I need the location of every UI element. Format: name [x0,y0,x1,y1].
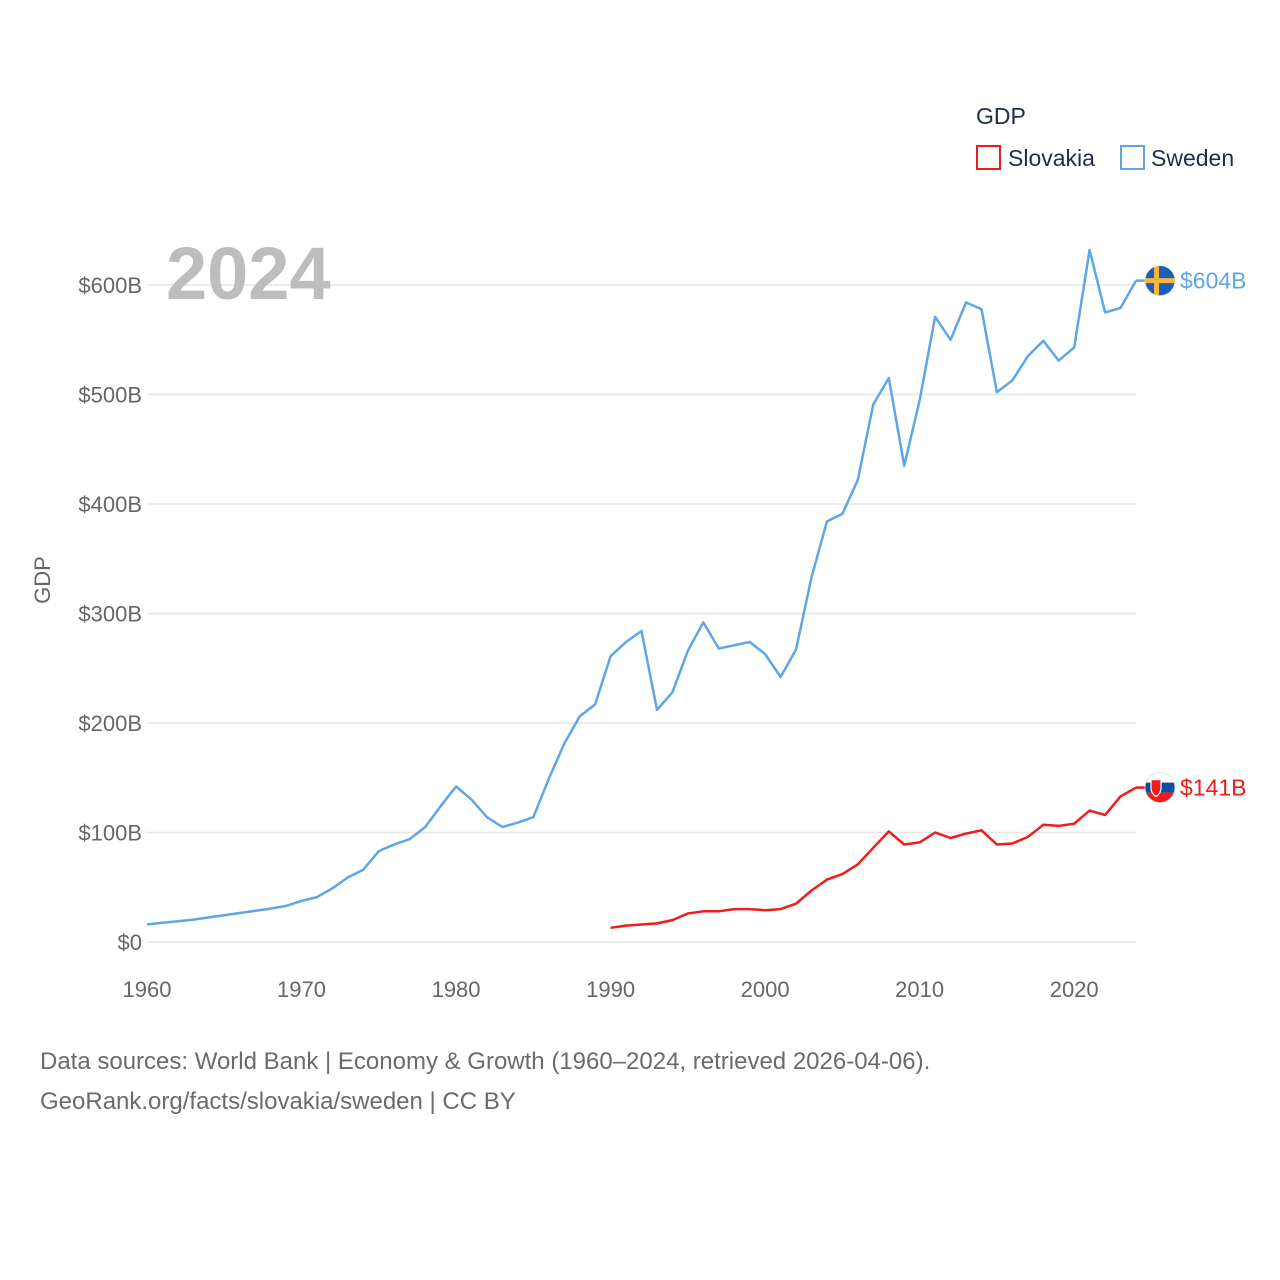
y-axis-title: GDP [30,556,55,604]
end-value-label-slovakia: $141B [1180,775,1247,801]
x-tick-label: 1960 [123,977,172,1002]
y-tick-label: $400B [78,492,142,517]
series-lines [146,248,1145,930]
x-tick-label: 1980 [432,977,481,1002]
y-tick-label: $100B [78,821,142,846]
year-label: 2024 [166,232,331,315]
y-tick-label: $500B [78,383,142,408]
series-line-sweden[interactable] [146,248,1138,926]
x-tick-label: 1990 [586,977,635,1002]
x-tick-label: 2020 [1050,977,1099,1002]
flag-icon-sweden [1144,265,1176,297]
gridlines [147,284,1136,943]
end-value-label-sweden: $604B [1180,268,1247,294]
footer: Data sources: World Bank | Economy & Gro… [40,1042,930,1122]
x-tick-label: 2000 [741,977,790,1002]
y-tick-label: $0 [118,930,142,955]
series-line-slovakia[interactable] [610,786,1137,930]
gdp-line-chart: $0 $100B $200B $300B $400B $500B $600B 1960 197… [30,103,1247,1002]
legend-title: GDP [976,103,1026,129]
legend-swatch-slovakia[interactable] [976,145,1001,170]
legend-swatch-sweden[interactable] [1120,145,1145,170]
x-axis-ticks: 1960 1970 1980 1990 2000 2010 2020 [123,977,1099,1002]
legend-label-sweden[interactable]: Sweden [1151,145,1234,171]
y-tick-label: $600B [78,273,142,298]
series-end-markers: $141B $604B [1144,265,1247,804]
legend-label-slovakia[interactable]: Slovakia [1008,145,1095,171]
flag-icon-slovakia [1144,772,1176,804]
legend: GDP Slovakia Sweden [976,103,1234,171]
y-tick-label: $200B [78,711,142,736]
y-axis-ticks: $0 $100B $200B $300B $400B $500B $600B [78,273,142,955]
y-tick-label: $300B [78,602,142,627]
footer-attribution: GeoRank.org/facts/slovakia/sweden | CC B… [40,1088,516,1115]
footer-sources: Data sources: World Bank | Economy & Gro… [40,1048,931,1075]
x-tick-label: 2010 [895,977,944,1002]
x-tick-label: 1970 [277,977,326,1002]
